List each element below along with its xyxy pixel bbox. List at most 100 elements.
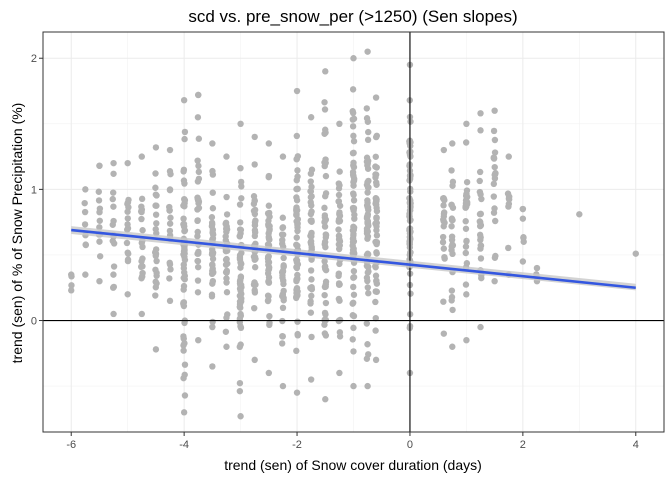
data-point: [321, 106, 329, 113]
panel-border: [42, 31, 665, 433]
data-point: [372, 179, 380, 186]
data-point: [336, 236, 343, 243]
data-point: [294, 221, 301, 228]
data-point: [364, 118, 372, 125]
data-point: [153, 257, 160, 265]
data-point: [139, 243, 146, 251]
data-point: [279, 274, 286, 282]
data-point: [350, 159, 357, 166]
data-point: [110, 240, 118, 247]
data-point: [293, 194, 300, 201]
data-point: [336, 242, 343, 249]
data-point: [195, 162, 202, 170]
data-point: [350, 132, 357, 140]
data-point: [180, 96, 188, 104]
data-point: [152, 170, 159, 177]
data-point: [152, 246, 160, 253]
data-point: [209, 205, 217, 212]
data-point: [307, 298, 314, 305]
data-point: [336, 182, 343, 189]
data-point: [166, 297, 174, 305]
data-point: [364, 341, 371, 348]
data-point: [439, 233, 447, 241]
data-point: [462, 225, 470, 232]
data-point: [237, 274, 245, 282]
data-point: [124, 256, 132, 263]
data-point: [251, 206, 259, 214]
x-tick-label: 2: [520, 439, 526, 451]
data-point: [519, 215, 527, 222]
data-point: [322, 332, 330, 339]
data-point: [505, 244, 512, 252]
data-point: [152, 266, 159, 273]
data-point: [194, 157, 201, 164]
data-point: [350, 197, 358, 204]
data-point: [265, 202, 273, 209]
data-point: [223, 153, 230, 160]
data-point: [364, 189, 371, 196]
data-point: [449, 250, 456, 258]
data-point: [462, 281, 470, 288]
data-point: [490, 193, 498, 200]
data-point: [279, 304, 287, 312]
data-point: [237, 310, 244, 318]
data-point: [336, 369, 343, 377]
data-point: [505, 153, 512, 160]
data-point: [440, 202, 447, 209]
data-point: [350, 283, 357, 291]
data-point: [195, 168, 203, 176]
data-point: [463, 336, 470, 344]
data-point: [519, 205, 527, 213]
data-point: [166, 220, 174, 227]
data-point: [209, 167, 216, 175]
data-point: [124, 159, 131, 167]
data-point: [363, 320, 371, 327]
data-point: [222, 261, 230, 268]
data-point: [152, 346, 160, 353]
reference-lines: [43, 32, 664, 432]
data-point: [350, 274, 357, 281]
data-point: [490, 127, 498, 135]
data-point: [236, 387, 244, 395]
y-tick-label: 1: [31, 184, 37, 196]
data-point: [441, 196, 448, 204]
data-point: [373, 280, 381, 287]
data-point: [476, 168, 484, 176]
data-point: [351, 211, 358, 218]
data-point: [181, 246, 188, 253]
data-point: [96, 277, 103, 285]
data-point: [448, 293, 456, 301]
data-point: [209, 262, 216, 269]
data-point: [251, 222, 259, 229]
data-point: [463, 120, 470, 128]
data-point: [372, 171, 380, 178]
data-point: [181, 276, 188, 283]
data-point: [236, 255, 244, 263]
data-point: [180, 166, 188, 174]
data-point: [307, 170, 315, 177]
data-point: [279, 224, 286, 232]
data-point: [365, 351, 372, 358]
data-point: [294, 318, 301, 325]
data-point: [236, 280, 244, 287]
data-point: [194, 178, 202, 185]
data-point: [222, 328, 230, 335]
data-point: [180, 409, 188, 416]
data-point: [350, 267, 358, 275]
data-point: [209, 235, 217, 242]
data-point: [476, 231, 484, 239]
data-point: [110, 271, 117, 278]
data-point: [124, 249, 131, 256]
data-point: [237, 413, 244, 420]
data-point: [476, 177, 483, 185]
data-point: [209, 140, 216, 147]
data-point: [293, 132, 301, 140]
y-axis-ticks: 0 1 2: [31, 53, 43, 328]
data-point: [293, 87, 301, 95]
data-point: [350, 178, 357, 186]
data-point: [181, 135, 188, 143]
data-point: [336, 333, 344, 340]
data-point: [152, 292, 159, 299]
data-point: [364, 235, 371, 242]
data-point: [372, 133, 380, 141]
